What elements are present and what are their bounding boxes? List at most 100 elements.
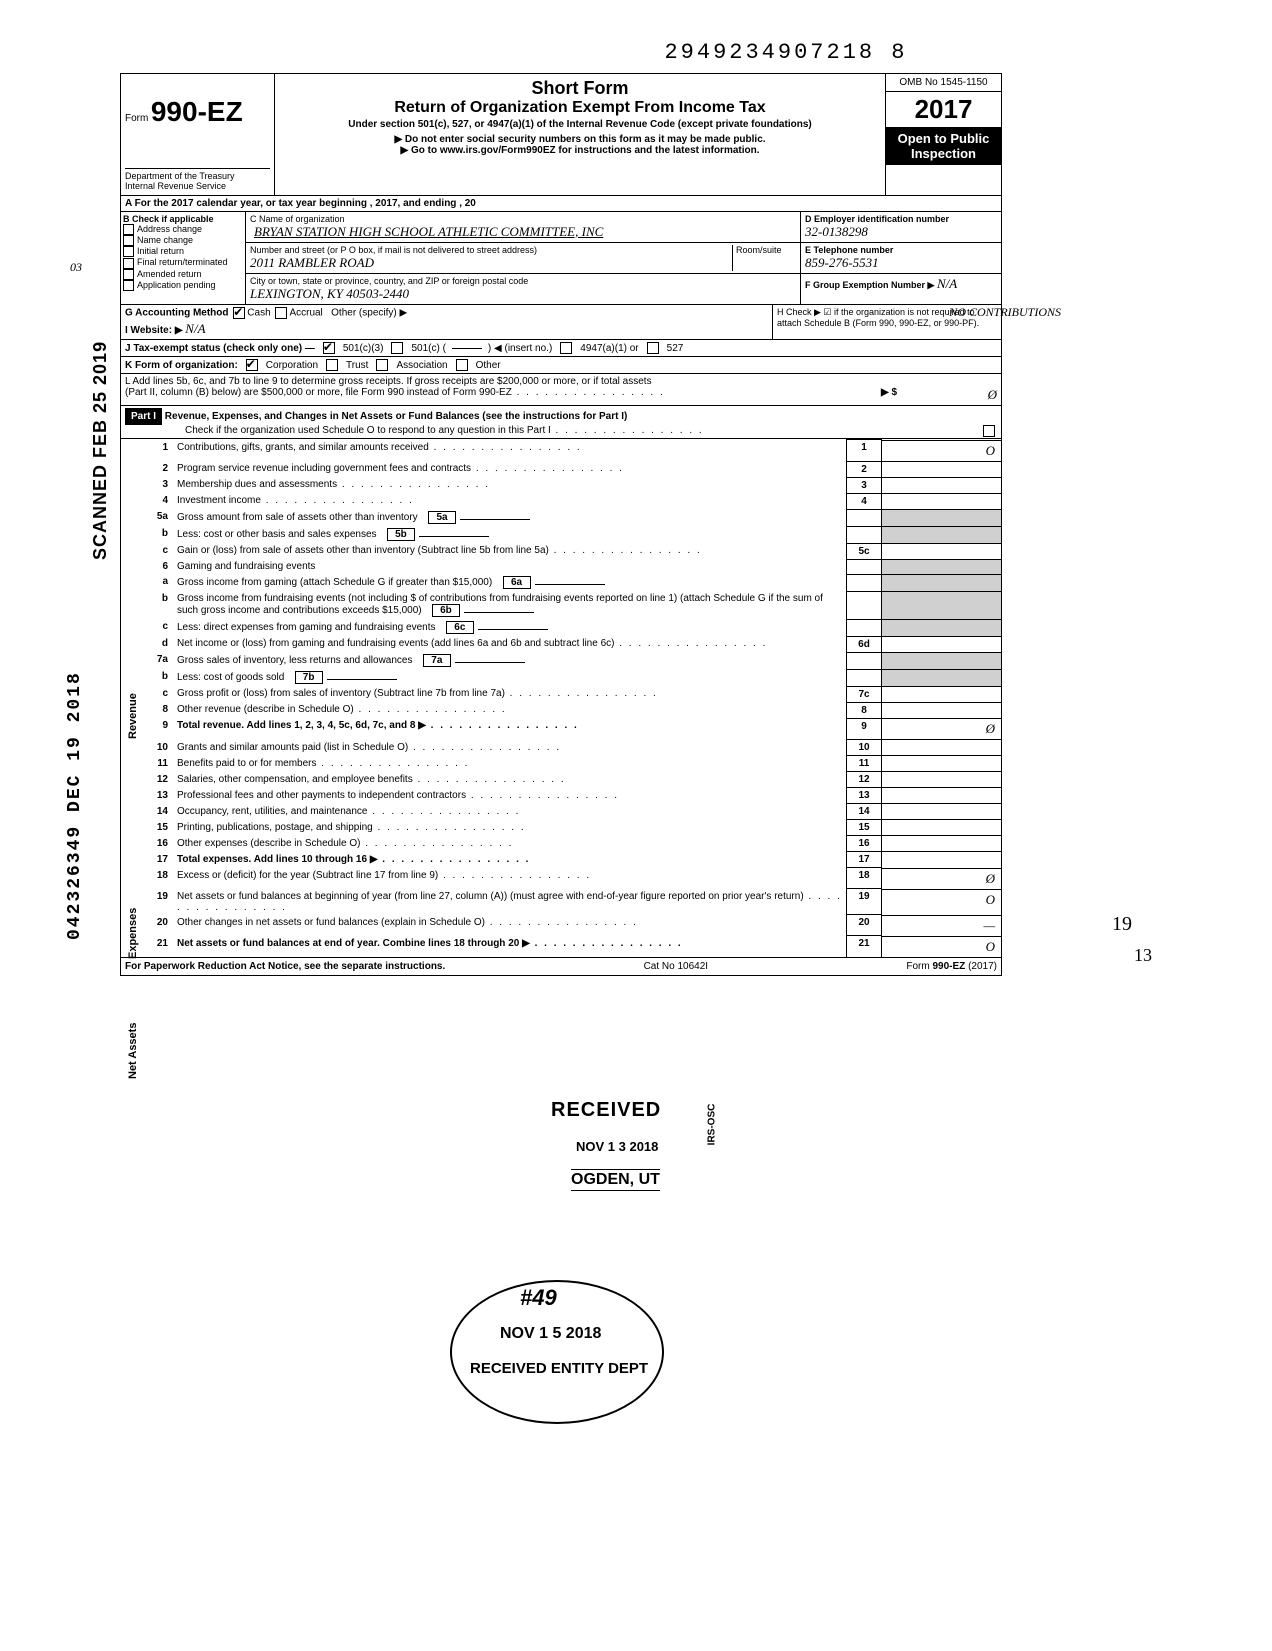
expenses-section-label: Expenses <box>127 908 139 959</box>
line5b-desc: Less: cost or other basis and sales expe… <box>177 529 377 540</box>
group-exempt-value: N/A <box>937 276 957 292</box>
cb-assoc[interactable] <box>376 359 388 371</box>
line12-box: 12 <box>847 772 882 788</box>
line4-box: 4 <box>847 493 882 509</box>
part1-title: Revenue, Expenses, and Changes in Net As… <box>165 411 628 422</box>
lbl-final-return: Final return/terminated <box>137 257 228 267</box>
line20-num: 20 <box>139 915 174 936</box>
goto-url: ▶ Go to www.irs.gov/Form990EZ for instru… <box>283 145 877 156</box>
line5c-box: 5c <box>847 543 882 559</box>
line7b-num: b <box>139 669 174 686</box>
lbl-insert-no: ) ◀ (insert no.) <box>488 343 552 354</box>
line9-amt: Ø <box>882 718 1001 739</box>
cb-address-change[interactable] <box>123 224 134 235</box>
lbl-initial-return: Initial return <box>137 246 184 256</box>
line6a-midbox: 6a <box>503 576 531 589</box>
street-label: Number and street (or P O box, if mail i… <box>250 245 732 255</box>
page-number-hand: 19 <box>1112 913 1132 936</box>
cb-501c3[interactable] <box>323 342 335 354</box>
line3-num: 3 <box>139 477 174 493</box>
stamp-received: RECEIVED <box>551 1099 661 1122</box>
line3-box: 3 <box>847 477 882 493</box>
ein-value: 32-0138298 <box>805 224 868 240</box>
city-label: City or town, state or province, country… <box>250 276 796 286</box>
warn-ssn: ▶ Do not enter social security numbers o… <box>283 134 877 145</box>
cb-cash[interactable] <box>233 307 245 319</box>
col-de: D Employer identification number 32-0138… <box>801 212 1001 304</box>
line7c-num: c <box>139 686 174 702</box>
line2-num: 2 <box>139 461 174 477</box>
row-l-line2: (Part II, column (B) below) are $500,000… <box>125 387 881 403</box>
line19-desc: Net assets or fund balances at beginning… <box>174 889 847 915</box>
col-b-label: B Check if applicable <box>123 214 243 224</box>
cb-4947[interactable] <box>560 342 572 354</box>
row-j-tax-status: J Tax-exempt status (check only one) — 5… <box>121 340 1001 357</box>
line8-box: 8 <box>847 702 882 718</box>
line17-desc: Total expenses. Add lines 10 through 16 … <box>174 852 847 868</box>
lbl-501c: 501(c) ( <box>411 343 445 354</box>
line20-amt: — <box>882 915 1001 936</box>
line18-desc: Excess or (deficit) for the year (Subtra… <box>174 868 847 889</box>
line15-desc: Printing, publications, postage, and shi… <box>174 820 847 836</box>
line14-desc: Occupancy, rent, utilities, and maintena… <box>174 804 847 820</box>
lbl-assoc: Association <box>396 360 447 371</box>
line15-box: 15 <box>847 820 882 836</box>
omb-number: OMB No 1545-1150 <box>886 74 1001 92</box>
margin-vertical-stamp: 042326349 DEC 19 2018 <box>65 671 85 940</box>
line6c-num: c <box>139 619 174 636</box>
lbl-other-org: Other <box>476 360 501 371</box>
line4-num: 4 <box>139 493 174 509</box>
row-gh: G Accounting Method Cash Accrual Other (… <box>121 305 1001 340</box>
cb-schedule-o[interactable] <box>983 425 995 437</box>
line3-desc: Membership dues and assessments <box>174 477 847 493</box>
cb-501c[interactable] <box>391 342 403 354</box>
cb-other-org[interactable] <box>456 359 468 371</box>
cb-app-pending[interactable] <box>123 280 134 291</box>
lbl-4947: 4947(a)(1) or <box>580 343 638 354</box>
row-a-tax-year: A For the 2017 calendar year, or tax yea… <box>121 196 1001 212</box>
line15-num: 15 <box>139 820 174 836</box>
line1-box: 1 <box>847 440 882 462</box>
cb-corp[interactable] <box>246 359 258 371</box>
lbl-cash: Cash <box>247 308 270 319</box>
cb-initial-return[interactable] <box>123 246 134 257</box>
line12-desc: Salaries, other compensation, and employ… <box>174 772 847 788</box>
cb-final-return[interactable] <box>123 258 134 269</box>
cb-527[interactable] <box>647 342 659 354</box>
part1-check-text: Check if the organization used Schedule … <box>185 425 704 436</box>
cb-amended[interactable] <box>123 269 134 280</box>
cb-trust[interactable] <box>326 359 338 371</box>
line2-desc: Program service revenue including govern… <box>174 461 847 477</box>
line5b-num: b <box>139 526 174 543</box>
row-l-line1: L Add lines 5b, 6c, and 7b to line 9 to … <box>125 376 997 387</box>
accounting-label: G Accounting Method <box>125 308 229 319</box>
line19-num: 19 <box>139 889 174 915</box>
form-990ez: Form 990-EZ Department of the Treasury I… <box>120 73 1002 976</box>
line5c-desc: Gain or (loss) from sale of assets other… <box>174 543 847 559</box>
line1-desc: Contributions, gifts, grants, and simila… <box>174 440 847 462</box>
open-to-public: Open to Public Inspection <box>886 127 1001 165</box>
line21-box: 21 <box>847 936 882 957</box>
tax-status-label: J Tax-exempt status (check only one) — <box>125 343 315 354</box>
line6d-num: d <box>139 636 174 652</box>
margin-o3: 03 <box>70 260 82 275</box>
cb-name-change[interactable] <box>123 235 134 246</box>
line13-desc: Professional fees and other payments to … <box>174 788 847 804</box>
irs-label: Internal Revenue Service <box>125 181 270 191</box>
line8-desc: Other revenue (describe in Schedule O) <box>174 702 847 718</box>
line19-amt: O <box>882 889 1001 910</box>
line4-desc: Investment income <box>174 493 847 509</box>
line5b-midbox: 5b <box>387 528 415 541</box>
row-l-amount: Ø <box>897 387 997 403</box>
col-c-name-address: C Name of organization BRYAN STATION HIG… <box>246 212 801 304</box>
dept-label: Department of the Treasury <box>125 171 270 181</box>
line6-num: 6 <box>139 559 174 574</box>
lbl-app-pending: Application pending <box>137 280 216 290</box>
line6d-desc: Net income or (loss) from gaming and fun… <box>174 636 847 652</box>
line7b-midbox: 7b <box>295 671 323 684</box>
line14-box: 14 <box>847 804 882 820</box>
line11-num: 11 <box>139 756 174 772</box>
line5a-num: 5a <box>139 509 174 526</box>
title-short-form: Short Form <box>283 78 877 99</box>
cb-accrual[interactable] <box>275 307 287 319</box>
